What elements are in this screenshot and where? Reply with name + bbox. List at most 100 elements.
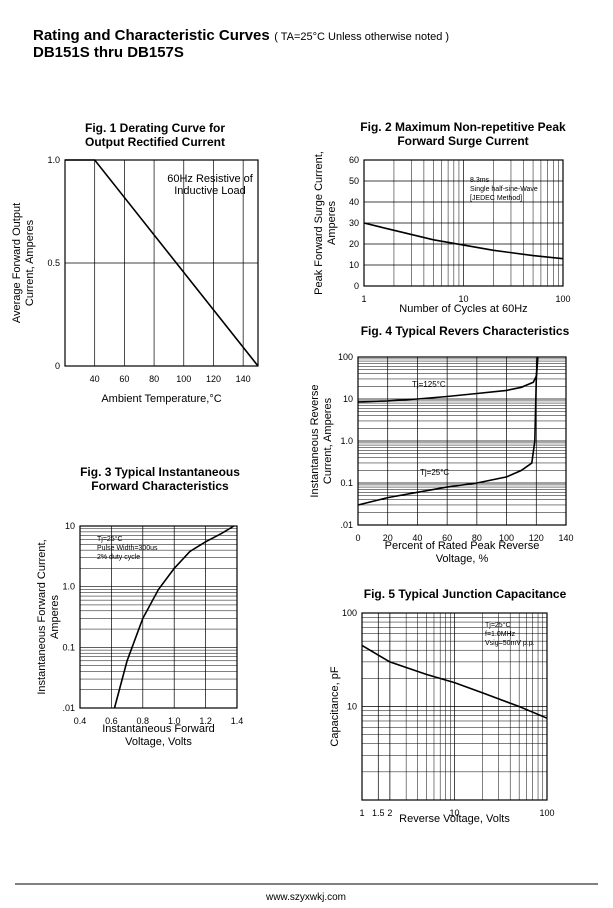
annotation: 8.3ms <box>470 177 490 184</box>
y-axis-label: Amperes <box>326 200 338 245</box>
x-tick-label: 0 <box>355 533 360 543</box>
chart-title: Fig. 1 Derating Curve for <box>85 121 225 135</box>
x-tick-label: 1.0 <box>168 716 181 726</box>
x-tick-label: 120 <box>206 374 221 384</box>
x-axis-label: Voltage, Volts <box>125 736 192 748</box>
y-tick-label: 10 <box>343 394 353 404</box>
y-tick-label: 10 <box>65 521 75 531</box>
y-tick-label: 10 <box>347 702 357 712</box>
x-axis-label: Percent of Rated Peak Reverse <box>385 540 540 552</box>
header-title: Rating and Characteristic Curves <box>33 27 270 44</box>
y-axis-label: Current, Amperes <box>322 397 334 484</box>
x-tick-label: 0.6 <box>105 716 118 726</box>
x-tick-label: 1.5 <box>372 808 385 818</box>
x-tick-label: 100 <box>539 808 554 818</box>
y-tick-label: 30 <box>349 218 359 228</box>
series-label: Tj=125°C <box>412 380 446 389</box>
x-tick-label: 1.4 <box>231 716 244 726</box>
y-tick-label: 0 <box>55 361 60 371</box>
annotation: Pulse Width=300us <box>97 545 158 552</box>
chart-title: Forward Surge Current <box>397 134 528 148</box>
annotation: Inductive Load <box>174 185 246 197</box>
y-tick-label: 50 <box>349 176 359 186</box>
y-axis-label: Instantaneous Forward Current, <box>36 539 48 694</box>
x-axis-label: Number of Cycles at 60Hz <box>399 303 527 315</box>
x-tick-label: 1 <box>359 808 364 818</box>
curve <box>357 356 539 506</box>
annotation: Vsig=50mV p.p. <box>485 640 535 647</box>
series-label: Tj=25°C <box>420 468 449 477</box>
x-axis-label: Reverse Voltage, Volts <box>399 813 510 825</box>
y-axis-label: Current, Amperes <box>24 219 36 306</box>
chart-title: Forward Characteristics <box>91 479 229 493</box>
plot-frame <box>361 612 548 801</box>
curve <box>357 356 539 403</box>
chart-title: Fig. 2 Maximum Non-repetitive Peak <box>360 120 566 134</box>
x-tick-label: 100 <box>499 533 514 543</box>
y-tick-label: 100 <box>338 352 353 362</box>
x-tick-label: 140 <box>236 374 251 384</box>
x-tick-label: 80 <box>149 374 159 384</box>
x-tick-label: 140 <box>558 533 573 543</box>
x-tick-label: 40 <box>412 533 422 543</box>
x-tick-label: 1.2 <box>199 716 212 726</box>
plot-frame <box>357 356 567 526</box>
x-axis-label: Ambient Temperature,°C <box>101 393 221 405</box>
x-tick-label: 0.8 <box>137 716 150 726</box>
x-tick-label: 10 <box>458 294 468 304</box>
y-tick-label: .01 <box>62 703 75 713</box>
curve <box>65 159 259 367</box>
chart-title: Fig. 3 Typical Instantaneous <box>80 465 240 479</box>
y-tick-label: 40 <box>349 197 359 207</box>
y-axis-label: Capacitance, pF <box>329 666 341 746</box>
y-tick-label: 60 <box>349 155 359 165</box>
y-axis-label: Amperes <box>49 594 61 639</box>
chart-title: Output Rectified Current <box>85 135 225 149</box>
footer-url: www.szyxwkj.com <box>265 892 346 903</box>
curve <box>113 525 235 709</box>
x-tick-label: 2 <box>387 808 392 818</box>
curve <box>361 644 548 719</box>
plot-frame <box>64 159 259 367</box>
annotation: Tj=25°C <box>97 535 123 543</box>
annotation: 60Hz Resistive of <box>167 173 254 185</box>
x-axis-label: Voltage, % <box>436 553 489 565</box>
x-tick-label: 0.4 <box>74 716 87 726</box>
curve <box>363 222 564 260</box>
annotation: 2% duty cycle <box>97 554 140 561</box>
annotation: f=1.0MHz <box>485 631 516 638</box>
annotation: [JEDEC Method] <box>470 195 522 202</box>
y-tick-label: 1.0 <box>47 155 60 165</box>
y-tick-label: 100 <box>342 608 357 618</box>
annotation: Single half-sine-Wave <box>470 186 538 193</box>
annotation: Tj=25°C <box>485 621 511 629</box>
x-tick-label: 10 <box>449 808 459 818</box>
y-tick-label: 0.5 <box>47 258 60 268</box>
y-axis-label: Instantaneous Reverse <box>309 384 321 497</box>
y-tick-label: 0.1 <box>62 642 75 652</box>
x-tick-label: 120 <box>529 533 544 543</box>
chart-title: Fig. 4 Typical Revers Characteristics <box>361 324 570 338</box>
header-parts: DB151S thru DB157S <box>33 44 184 61</box>
y-axis-label: Peak Forward Surge Current, <box>313 151 325 295</box>
chart-title: Fig. 5 Typical Junction Capacitance <box>364 587 567 601</box>
y-tick-label: 10 <box>349 260 359 270</box>
x-tick-label: 100 <box>176 374 191 384</box>
y-tick-label: .01 <box>340 520 353 530</box>
y-tick-label: 0.1 <box>340 478 353 488</box>
x-tick-label: 20 <box>383 533 393 543</box>
plot-frame <box>79 525 238 709</box>
y-tick-label: 1.0 <box>62 582 75 592</box>
y-axis-label: Average Forward Output <box>11 203 23 323</box>
y-tick-label: 20 <box>349 239 359 249</box>
y-tick-label: 1.0 <box>340 436 353 446</box>
header-note: ( TA=25°C Unless otherwise noted ) <box>274 31 449 43</box>
x-tick-label: 60 <box>119 374 129 384</box>
x-tick-label: 60 <box>442 533 452 543</box>
y-tick-label: 0 <box>354 281 359 291</box>
header-line: Rating and Characteristic Curves ( TA=25… <box>33 27 449 44</box>
x-tick-label: 80 <box>472 533 482 543</box>
x-tick-label: 1 <box>361 294 366 304</box>
